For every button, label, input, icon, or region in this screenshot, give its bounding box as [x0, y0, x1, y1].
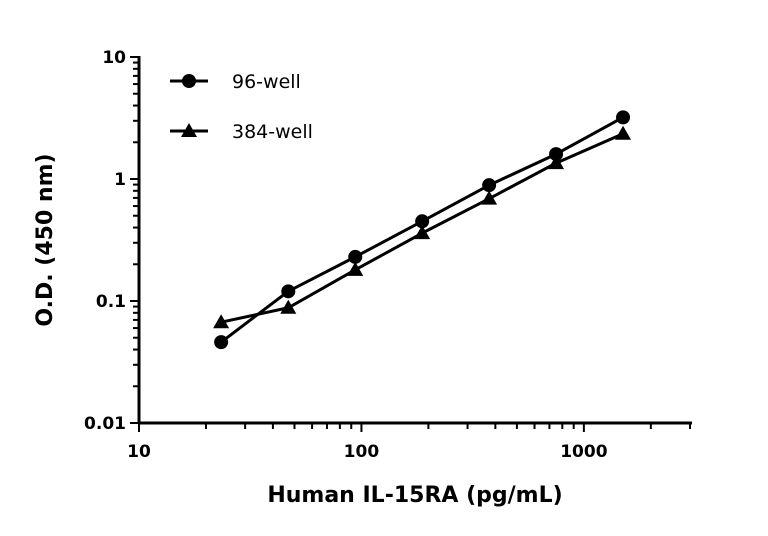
y-tick-label: 10	[102, 48, 126, 68]
triangle-marker	[615, 125, 632, 140]
circle-marker	[281, 284, 296, 299]
triangle-marker	[280, 299, 297, 314]
series-384-well	[213, 125, 632, 329]
circle-marker	[616, 110, 631, 125]
circle-marker	[214, 335, 229, 350]
triangle-marker	[414, 225, 431, 240]
legend-label: 96-well	[232, 71, 301, 93]
circle-marker	[482, 178, 497, 193]
y-tick-label: 0.01	[84, 414, 126, 434]
series-96-well	[214, 110, 631, 350]
legend-triangle-icon	[181, 123, 197, 137]
circle-marker	[415, 214, 430, 229]
circle-marker	[348, 249, 363, 264]
y-tick-label: 0.1	[96, 292, 126, 312]
x-tick-label: 100	[344, 442, 380, 462]
triangle-marker	[213, 314, 230, 329]
legend-item: 96-well	[170, 71, 301, 93]
triangle-marker	[548, 155, 565, 170]
y-tick-label: 1	[114, 170, 126, 190]
axes	[130, 56, 692, 432]
legend: 96-well 384-well	[170, 71, 313, 143]
x-tick-label: 1000	[560, 442, 607, 462]
series-layer	[213, 110, 632, 350]
triangle-marker	[347, 261, 364, 276]
tick-labels: 10 100 1000 0.01 0.1 1 10	[84, 48, 608, 462]
legend-label: 384-well	[232, 121, 313, 143]
y-axis-label: O.D. (450 nm)	[33, 153, 58, 326]
legend-item: 384-well	[170, 121, 313, 143]
legend-circle-icon	[182, 74, 196, 88]
x-tick-label: 10	[127, 442, 151, 462]
x-axis-label: Human IL-15RA (pg/mL)	[267, 483, 562, 508]
circle-marker	[549, 147, 564, 162]
triangle-marker	[481, 190, 498, 205]
